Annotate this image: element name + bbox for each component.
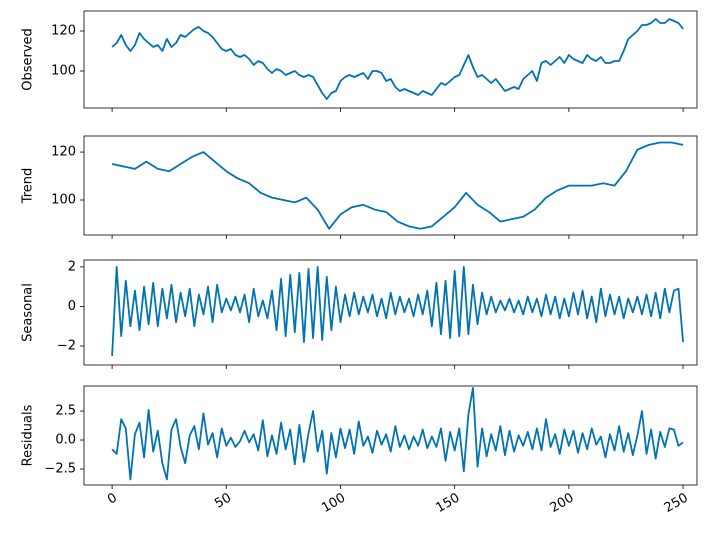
data-line	[111, 266, 684, 356]
y-axis-label: Observed	[21, 28, 36, 91]
y-tick-label: 100	[51, 64, 76, 79]
axes-frame	[83, 135, 698, 236]
y-axis-label: Trend	[21, 168, 36, 205]
y-tick-label: 120	[51, 145, 76, 160]
data-line	[111, 141, 684, 230]
y-tick-label: 0.0	[55, 433, 76, 448]
y-tick-label: −2.5	[44, 462, 76, 477]
data-line	[111, 18, 684, 100]
y-axis-label: Residuals	[21, 404, 36, 466]
x-tick-label: 100	[319, 491, 348, 516]
x-tick-label: 50	[212, 491, 234, 512]
x-tick-label: 250	[662, 491, 691, 516]
y-tick-label: 2.5	[55, 404, 76, 419]
axes-frame	[83, 259, 698, 366]
x-tick-label: 0	[105, 491, 120, 508]
x-tick-label: 200	[548, 491, 577, 516]
y-tick-label: 120	[51, 24, 76, 39]
y-axis-label: Seasonal	[21, 283, 36, 342]
data-line	[111, 386, 684, 481]
y-tick-label: −2	[57, 339, 76, 354]
y-tick-label: 100	[51, 193, 76, 208]
y-tick-label: 2	[68, 259, 76, 274]
x-tick-label: 150	[433, 491, 462, 516]
axes-frame	[83, 385, 698, 486]
axes-frame	[83, 10, 698, 109]
y-tick-label: 0	[68, 299, 76, 314]
